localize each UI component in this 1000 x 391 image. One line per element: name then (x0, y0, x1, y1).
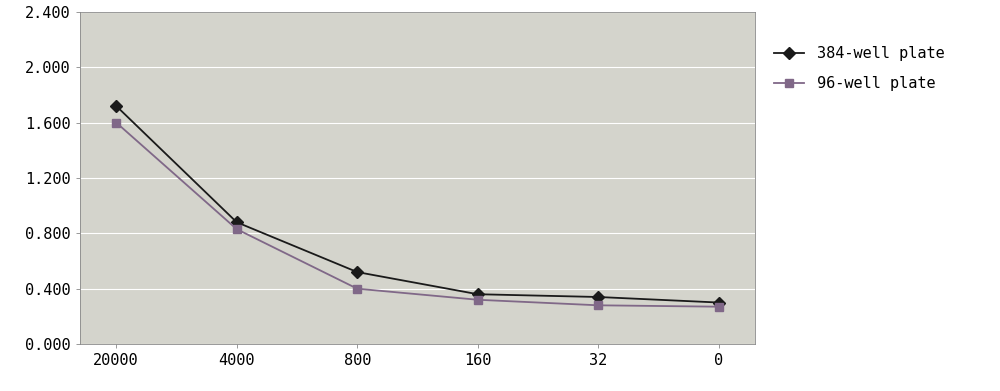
384-well plate (713, 300, 725, 305)
96-well plate (110, 120, 122, 125)
96-well plate (472, 298, 484, 302)
384-well plate (231, 220, 243, 224)
Line: 96-well plate: 96-well plate (112, 118, 723, 311)
96-well plate (592, 303, 604, 308)
384-well plate (351, 270, 363, 274)
384-well plate (472, 292, 484, 296)
384-well plate (592, 295, 604, 300)
96-well plate (713, 304, 725, 309)
384-well plate (110, 104, 122, 108)
96-well plate (351, 286, 363, 291)
Line: 384-well plate: 384-well plate (112, 102, 723, 307)
Legend: 384-well plate, 96-well plate: 384-well plate, 96-well plate (774, 46, 944, 91)
96-well plate (231, 227, 243, 231)
